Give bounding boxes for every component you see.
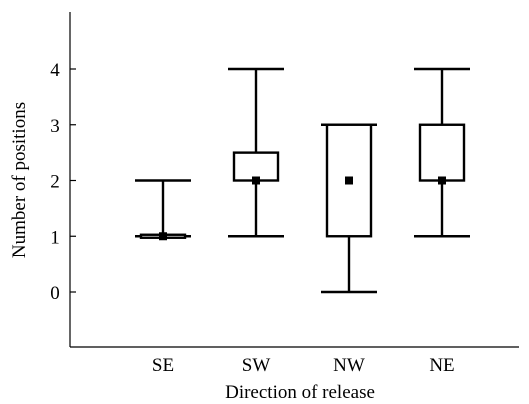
y-tick-label: 2 xyxy=(50,172,60,193)
x-tick-label-group: SE SW NW NE xyxy=(152,355,455,376)
x-tick-label: SW xyxy=(242,355,271,376)
y-tick-label: 3 xyxy=(50,116,60,137)
x-axis-title: Direction of release xyxy=(225,382,375,403)
y-tick-group: 0 1 2 3 4 xyxy=(50,60,76,304)
y-axis-title: Number of positions xyxy=(9,102,30,258)
median-marker xyxy=(252,176,260,185)
y-tick-label: 4 xyxy=(50,60,60,81)
x-tick-label: NE xyxy=(429,355,454,376)
y-tick-label: 1 xyxy=(50,227,60,248)
x-tick-label: NW xyxy=(333,355,365,376)
median-marker xyxy=(159,232,167,241)
x-tick-label: SE xyxy=(152,355,174,376)
iqr-box xyxy=(232,151,280,182)
iqr-box xyxy=(418,123,466,182)
y-tick-label: 0 xyxy=(50,283,60,304)
median-marker xyxy=(345,176,353,185)
median-marker xyxy=(438,176,446,185)
box-group xyxy=(135,67,470,294)
